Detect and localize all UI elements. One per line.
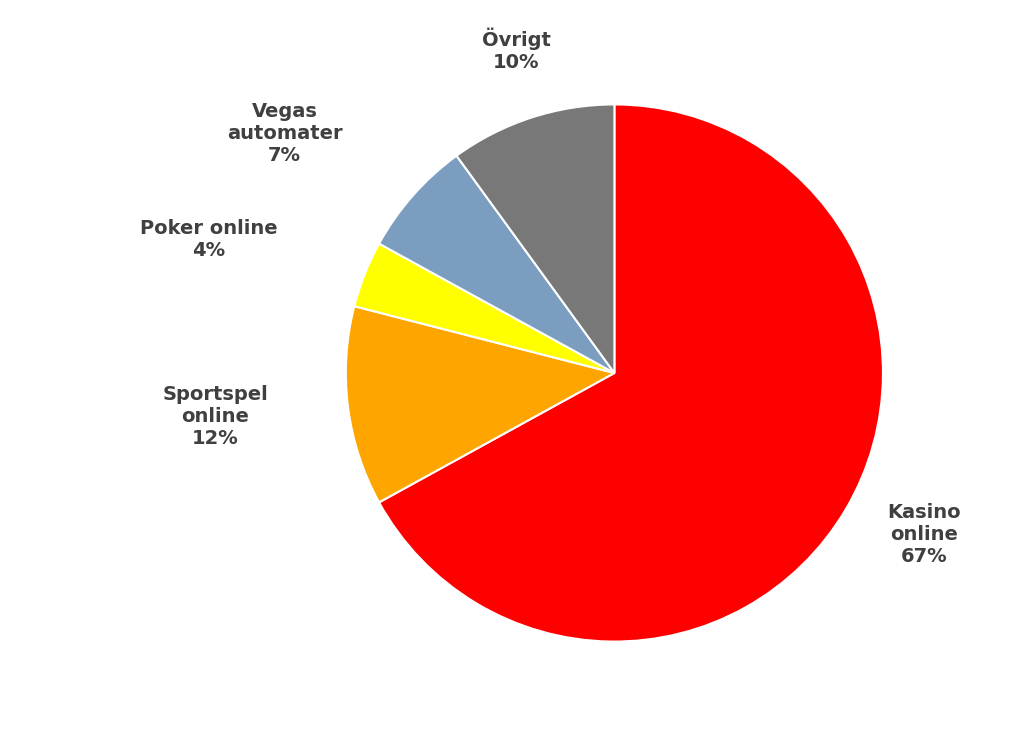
Wedge shape [379, 156, 614, 373]
Wedge shape [354, 244, 614, 373]
Text: Poker online
4%: Poker online 4% [139, 219, 278, 260]
Wedge shape [379, 104, 883, 642]
Text: Kasino
online
67%: Kasino online 67% [887, 503, 961, 565]
Wedge shape [457, 104, 614, 373]
Wedge shape [346, 306, 614, 502]
Text: Vegas
automater
7%: Vegas automater 7% [227, 101, 342, 165]
Text: Övrigt
10%: Övrigt 10% [482, 27, 551, 72]
Text: Sportspel
online
12%: Sportspel online 12% [162, 385, 268, 448]
